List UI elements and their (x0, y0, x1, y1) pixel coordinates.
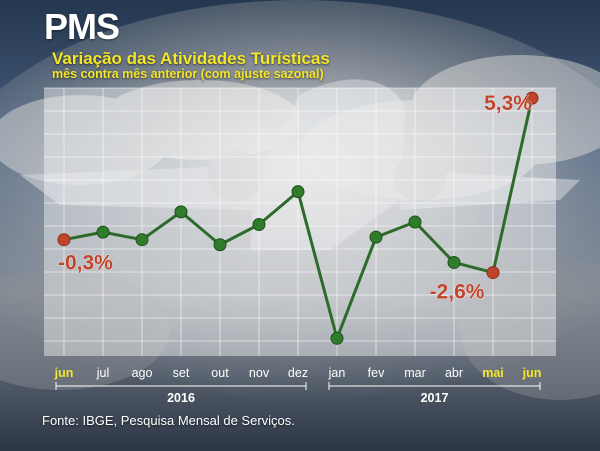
data-point-highlight (57, 233, 71, 247)
chart-subtitle: Variação das Atividades Turísticas (52, 49, 330, 68)
x-tick-label: out (211, 366, 229, 380)
x-tick-label: jul (96, 366, 110, 380)
x-tick-label: mar (404, 366, 426, 380)
data-point (408, 215, 422, 229)
chart-subtitle-note: mês contra mês anterior (com ajuste sazo… (52, 67, 324, 81)
x-tick-label: jan (328, 366, 346, 380)
year-label: 2016 (167, 391, 195, 405)
x-tick-label: ago (132, 366, 153, 380)
data-label: -0,3% (58, 252, 113, 275)
data-point (330, 331, 344, 345)
source-note: Fonte: IBGE, Pesquisa Mensal de Serviços… (42, 413, 295, 428)
data-point (369, 230, 383, 244)
data-point (291, 185, 305, 199)
x-tick-label: jun (54, 366, 74, 380)
data-point-highlight (486, 266, 500, 280)
data-point (174, 205, 188, 219)
x-tick-label: set (173, 366, 190, 380)
x-tick-label: nov (249, 366, 270, 380)
x-tick-label: abr (445, 366, 463, 380)
data-point (447, 255, 461, 269)
year-label: 2017 (421, 391, 449, 405)
x-tick-label: jun (522, 366, 542, 380)
page-title: PMS (44, 6, 120, 47)
data-label: 5,3% (484, 92, 532, 115)
data-point (135, 233, 149, 247)
x-tick-label: dez (288, 366, 308, 380)
x-tick-label: fev (368, 366, 385, 380)
data-point (213, 238, 227, 252)
data-point-highlight (525, 91, 539, 105)
data-point (96, 225, 110, 239)
data-point (252, 218, 266, 232)
plot-panel (44, 88, 556, 356)
x-tick-label: mai (482, 366, 504, 380)
airplane-silhouette (20, 79, 580, 250)
data-label: -2,6% (430, 281, 485, 304)
